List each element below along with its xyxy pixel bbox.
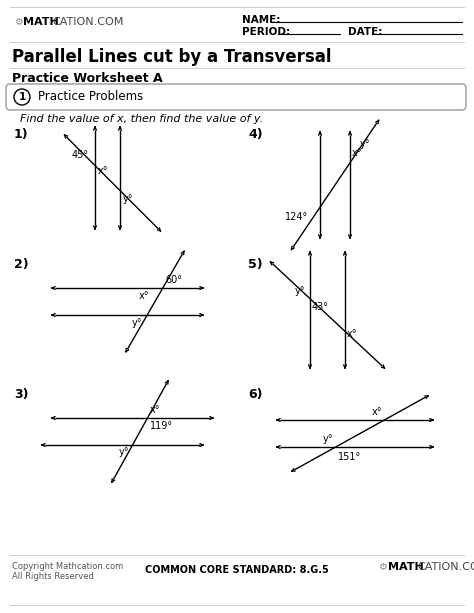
Text: COMMON CORE STANDARD: 8.G.5: COMMON CORE STANDARD: 8.G.5: [145, 565, 329, 575]
Text: x°: x°: [98, 167, 109, 177]
Text: DATE:: DATE:: [348, 27, 383, 37]
Text: x°: x°: [138, 291, 149, 301]
Text: 151°: 151°: [337, 452, 361, 462]
Text: 124°: 124°: [285, 212, 308, 223]
Text: 3): 3): [14, 388, 28, 401]
Text: Practice Problems: Practice Problems: [38, 91, 143, 104]
Text: 43°: 43°: [312, 302, 329, 311]
Text: 45°: 45°: [72, 151, 89, 161]
Text: CATION.COM: CATION.COM: [417, 562, 474, 572]
Text: NAME:: NAME:: [242, 15, 281, 25]
Text: x°: x°: [352, 148, 363, 158]
Text: ⚙: ⚙: [14, 17, 23, 27]
Text: 5): 5): [248, 258, 263, 271]
Text: y°: y°: [123, 194, 134, 204]
Text: y°: y°: [360, 139, 371, 149]
Text: y°: y°: [294, 286, 305, 295]
Text: Parallel Lines cut by a Transversal: Parallel Lines cut by a Transversal: [12, 48, 331, 66]
Text: x°: x°: [149, 405, 160, 415]
Text: 2): 2): [14, 258, 28, 271]
Text: Practice Worksheet A: Practice Worksheet A: [12, 72, 163, 85]
Text: y°: y°: [132, 318, 142, 328]
Text: 1): 1): [14, 128, 28, 141]
Text: 1: 1: [18, 92, 26, 102]
Text: MATH: MATH: [388, 562, 424, 572]
Text: PERIOD:: PERIOD:: [242, 27, 290, 37]
Text: x°: x°: [347, 329, 357, 340]
Text: All Rights Reserved: All Rights Reserved: [12, 572, 94, 581]
Text: 4): 4): [248, 128, 263, 141]
Text: y°: y°: [119, 447, 129, 457]
Text: 60°: 60°: [166, 275, 183, 285]
Text: Copyright Mathcation.com: Copyright Mathcation.com: [12, 562, 123, 571]
FancyBboxPatch shape: [6, 84, 466, 110]
Text: 119°: 119°: [149, 421, 173, 431]
Text: CATION.COM: CATION.COM: [52, 17, 123, 27]
Text: 6): 6): [248, 388, 263, 401]
Text: Find the value of x, then find the value of y.: Find the value of x, then find the value…: [20, 114, 263, 124]
Text: ⚙: ⚙: [378, 562, 387, 572]
Text: x°: x°: [372, 407, 383, 417]
Text: y°: y°: [323, 434, 334, 444]
Text: MATH: MATH: [23, 17, 59, 27]
